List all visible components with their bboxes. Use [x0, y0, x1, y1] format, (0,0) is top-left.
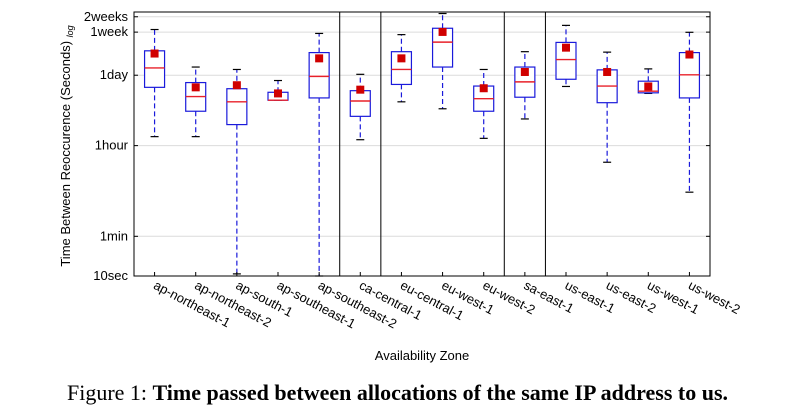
region-dividers [339, 12, 546, 276]
x-axis-label: Availability Zone [375, 348, 469, 363]
box-series [143, 12, 701, 277]
y-tick-label: 1hour [95, 138, 129, 153]
mean-marker [644, 82, 653, 91]
box-ap-southeast-1 [267, 79, 289, 101]
iqr-box [226, 88, 248, 126]
mean-marker [479, 84, 488, 93]
mean-marker [356, 85, 365, 94]
mean-marker [685, 50, 694, 59]
figure-caption-prefix: Figure 1: [66, 380, 148, 405]
y-axis-label: Time Between Reoccurence (Seconds) log [58, 25, 75, 266]
mean-marker [397, 54, 406, 63]
y-tick-label: 2weeks [84, 9, 129, 24]
mean-marker [150, 49, 159, 58]
y-tick-label: 1day [100, 67, 129, 82]
mean-marker [603, 67, 612, 76]
mean-marker [562, 43, 570, 52]
box-us-east-2 [596, 51, 618, 163]
box-us-west-2 [678, 31, 701, 193]
grid-lines [134, 16, 710, 277]
y-tick-label: 1min [100, 228, 128, 243]
box-ap-south-1 [226, 68, 248, 275]
figure-caption: Figure 1: Time passed between allocation… [0, 380, 795, 406]
mean-marker [315, 54, 324, 63]
iqr-box [390, 51, 413, 86]
plot-frame [133, 11, 711, 277]
iqr-box [349, 90, 371, 117]
y-axis-label-main: Time Between Reoccurence (Seconds) [58, 41, 73, 267]
box-us-east-1 [555, 24, 577, 88]
iqr-box [308, 51, 330, 99]
box-eu-west-1 [431, 12, 454, 110]
box-ap-northeast-2 [185, 66, 207, 138]
box-eu-west-2 [473, 68, 495, 139]
mean-marker [520, 67, 529, 76]
y-tick-label: 1week [90, 24, 128, 39]
box-ap-southeast-2 [308, 32, 330, 277]
box-eu-central-1 [390, 34, 413, 103]
iqr-box [555, 41, 577, 80]
mean-marker [232, 81, 241, 90]
y-tick-label: 10sec [93, 268, 128, 283]
x-axis-ticks: ap-northeast-1ap-northeast-2ap-south-1ap… [151, 272, 743, 331]
box-ca-central-1 [349, 73, 371, 141]
mean-marker [438, 27, 447, 36]
mean-marker [274, 89, 282, 98]
box-us-west-1 [637, 68, 659, 95]
box-ap-northeast-1 [143, 28, 166, 138]
y-axis-label-subscript: log [65, 25, 75, 37]
figure-caption-text: Time passed between allocations of the s… [152, 380, 729, 405]
mean-marker [191, 83, 200, 92]
box-sa-east-1 [514, 51, 536, 120]
